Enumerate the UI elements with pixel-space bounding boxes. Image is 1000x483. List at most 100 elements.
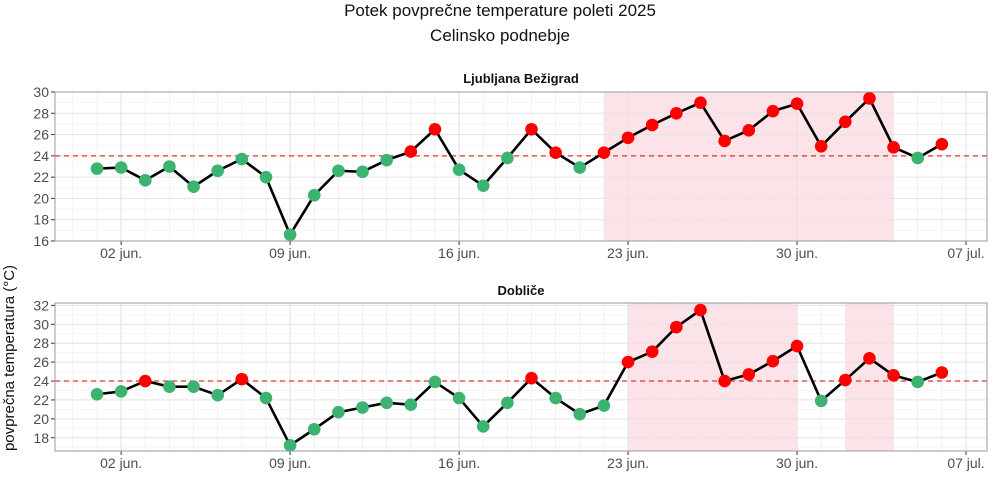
data-point-below — [452, 163, 466, 176]
y-axis-label: povprečna temperatura (°C) — [1, 265, 18, 451]
data-point-above — [138, 374, 152, 388]
panel-0: 02 jun. 09 jun. 16 jun. 23 jun. 30 jun. 07 ju… — [33, 71, 988, 261]
data-point-above — [718, 134, 731, 148]
data-point-above — [863, 92, 876, 105]
data-point-above — [863, 352, 876, 365]
data-point-below — [211, 388, 224, 402]
data-point-above — [428, 122, 442, 136]
data-point-above — [790, 339, 804, 353]
data-point-above — [814, 139, 828, 153]
y-tick-label: 26 — [33, 354, 49, 370]
data-point-below — [549, 391, 562, 405]
data-point-above — [670, 320, 683, 334]
x-tick-label: 16 jun. — [438, 455, 480, 471]
data-point-below — [356, 401, 369, 414]
chart-title: Potek povprečne temperature poleti 2025 — [344, 1, 656, 20]
data-point-below — [332, 405, 345, 419]
data-point-above — [839, 373, 852, 387]
data-point-above — [404, 145, 418, 158]
data-point-above — [621, 131, 635, 145]
data-point-below — [814, 394, 828, 408]
x-tick-label: 23 jun. — [607, 455, 649, 471]
data-point-below — [114, 161, 128, 174]
data-point-below — [187, 180, 200, 194]
data-point-above — [645, 118, 659, 132]
data-point-below — [235, 152, 249, 166]
data-point-below — [452, 391, 466, 405]
data-point-above — [742, 124, 756, 137]
y-tick-label: 32 — [33, 297, 49, 313]
y-tick-label: 28 — [33, 105, 49, 121]
data-point-below — [428, 375, 442, 389]
data-point-below — [404, 398, 418, 411]
data-point-below — [573, 161, 587, 174]
x-tick-label: 30 jun. — [776, 455, 818, 471]
y-tick-label: 30 — [33, 84, 49, 100]
y-tick-label: 30 — [33, 316, 49, 332]
x-tick-label: 02 jun. — [100, 455, 142, 471]
data-point-below — [90, 162, 104, 175]
panel-border — [54, 302, 988, 452]
chart-subtitle: Celinsko podnebje — [430, 26, 570, 45]
data-point-above — [766, 354, 780, 368]
x-tick-label: 07 jul. — [947, 245, 984, 261]
data-point-below — [573, 407, 587, 421]
data-point-below — [356, 165, 369, 179]
y-tick-label: 18 — [33, 430, 49, 446]
data-point-below — [138, 174, 152, 187]
panel-border — [54, 91, 988, 242]
data-point-below — [380, 396, 393, 410]
data-point-above — [645, 345, 659, 359]
data-point-below — [597, 399, 611, 412]
x-tick-label: 09 jun. — [269, 245, 311, 261]
panel-title: Dobliče — [498, 283, 545, 298]
data-point-above — [839, 115, 852, 129]
heatwave-shade — [628, 303, 798, 451]
plot-background — [55, 303, 987, 451]
x-tick-label: 16 jun. — [438, 245, 480, 261]
y-tick-label: 18 — [33, 212, 49, 228]
data-point-below — [476, 420, 490, 433]
data-point-below — [501, 151, 514, 165]
data-point-above — [597, 146, 611, 159]
data-point-below — [332, 164, 345, 178]
data-point-above — [935, 137, 949, 151]
data-point-below — [476, 179, 490, 192]
panel-1: 02 jun. 09 jun. 16 jun. 23 jun. 30 jun. 07 ju… — [33, 283, 988, 471]
data-point-above — [670, 106, 683, 120]
data-point-below — [307, 422, 321, 436]
data-point-below — [90, 387, 104, 401]
data-point-below — [114, 385, 128, 398]
x-tick-label: 09 jun. — [269, 455, 311, 471]
data-point-above — [718, 374, 731, 388]
data-point-above — [766, 104, 780, 118]
y-tick-label: 16 — [33, 233, 49, 249]
panels: 02 jun. 09 jun. 16 jun. 23 jun. 30 jun. 07 ju… — [33, 71, 988, 471]
panel-title: Ljubljana Bežigrad — [463, 71, 579, 86]
data-point-below — [911, 375, 925, 389]
data-point-above — [887, 369, 900, 382]
x-tick-label: 02 jun. — [100, 245, 142, 261]
y-tick-label: 24 — [33, 148, 49, 164]
data-point-below — [380, 153, 393, 167]
data-point-above — [694, 96, 707, 109]
x-tick-label: 07 jul. — [947, 455, 984, 471]
y-tick-label: 20 — [33, 190, 49, 206]
data-point-below — [187, 380, 200, 393]
x-tick-label: 30 jun. — [776, 245, 818, 261]
data-point-above — [235, 372, 249, 386]
y-tick-label: 28 — [33, 335, 49, 351]
data-point-below — [163, 380, 176, 393]
data-point-below — [283, 439, 297, 452]
data-point-below — [259, 391, 273, 405]
y-tick-label: 26 — [33, 127, 49, 143]
data-point-below — [501, 396, 514, 410]
data-point-below — [259, 170, 273, 184]
data-point-above — [525, 122, 538, 136]
data-point-below — [911, 151, 925, 165]
y-tick-label: 22 — [33, 169, 49, 185]
data-point-above — [790, 97, 804, 111]
data-point-above — [525, 371, 538, 385]
data-point-above — [935, 366, 949, 379]
